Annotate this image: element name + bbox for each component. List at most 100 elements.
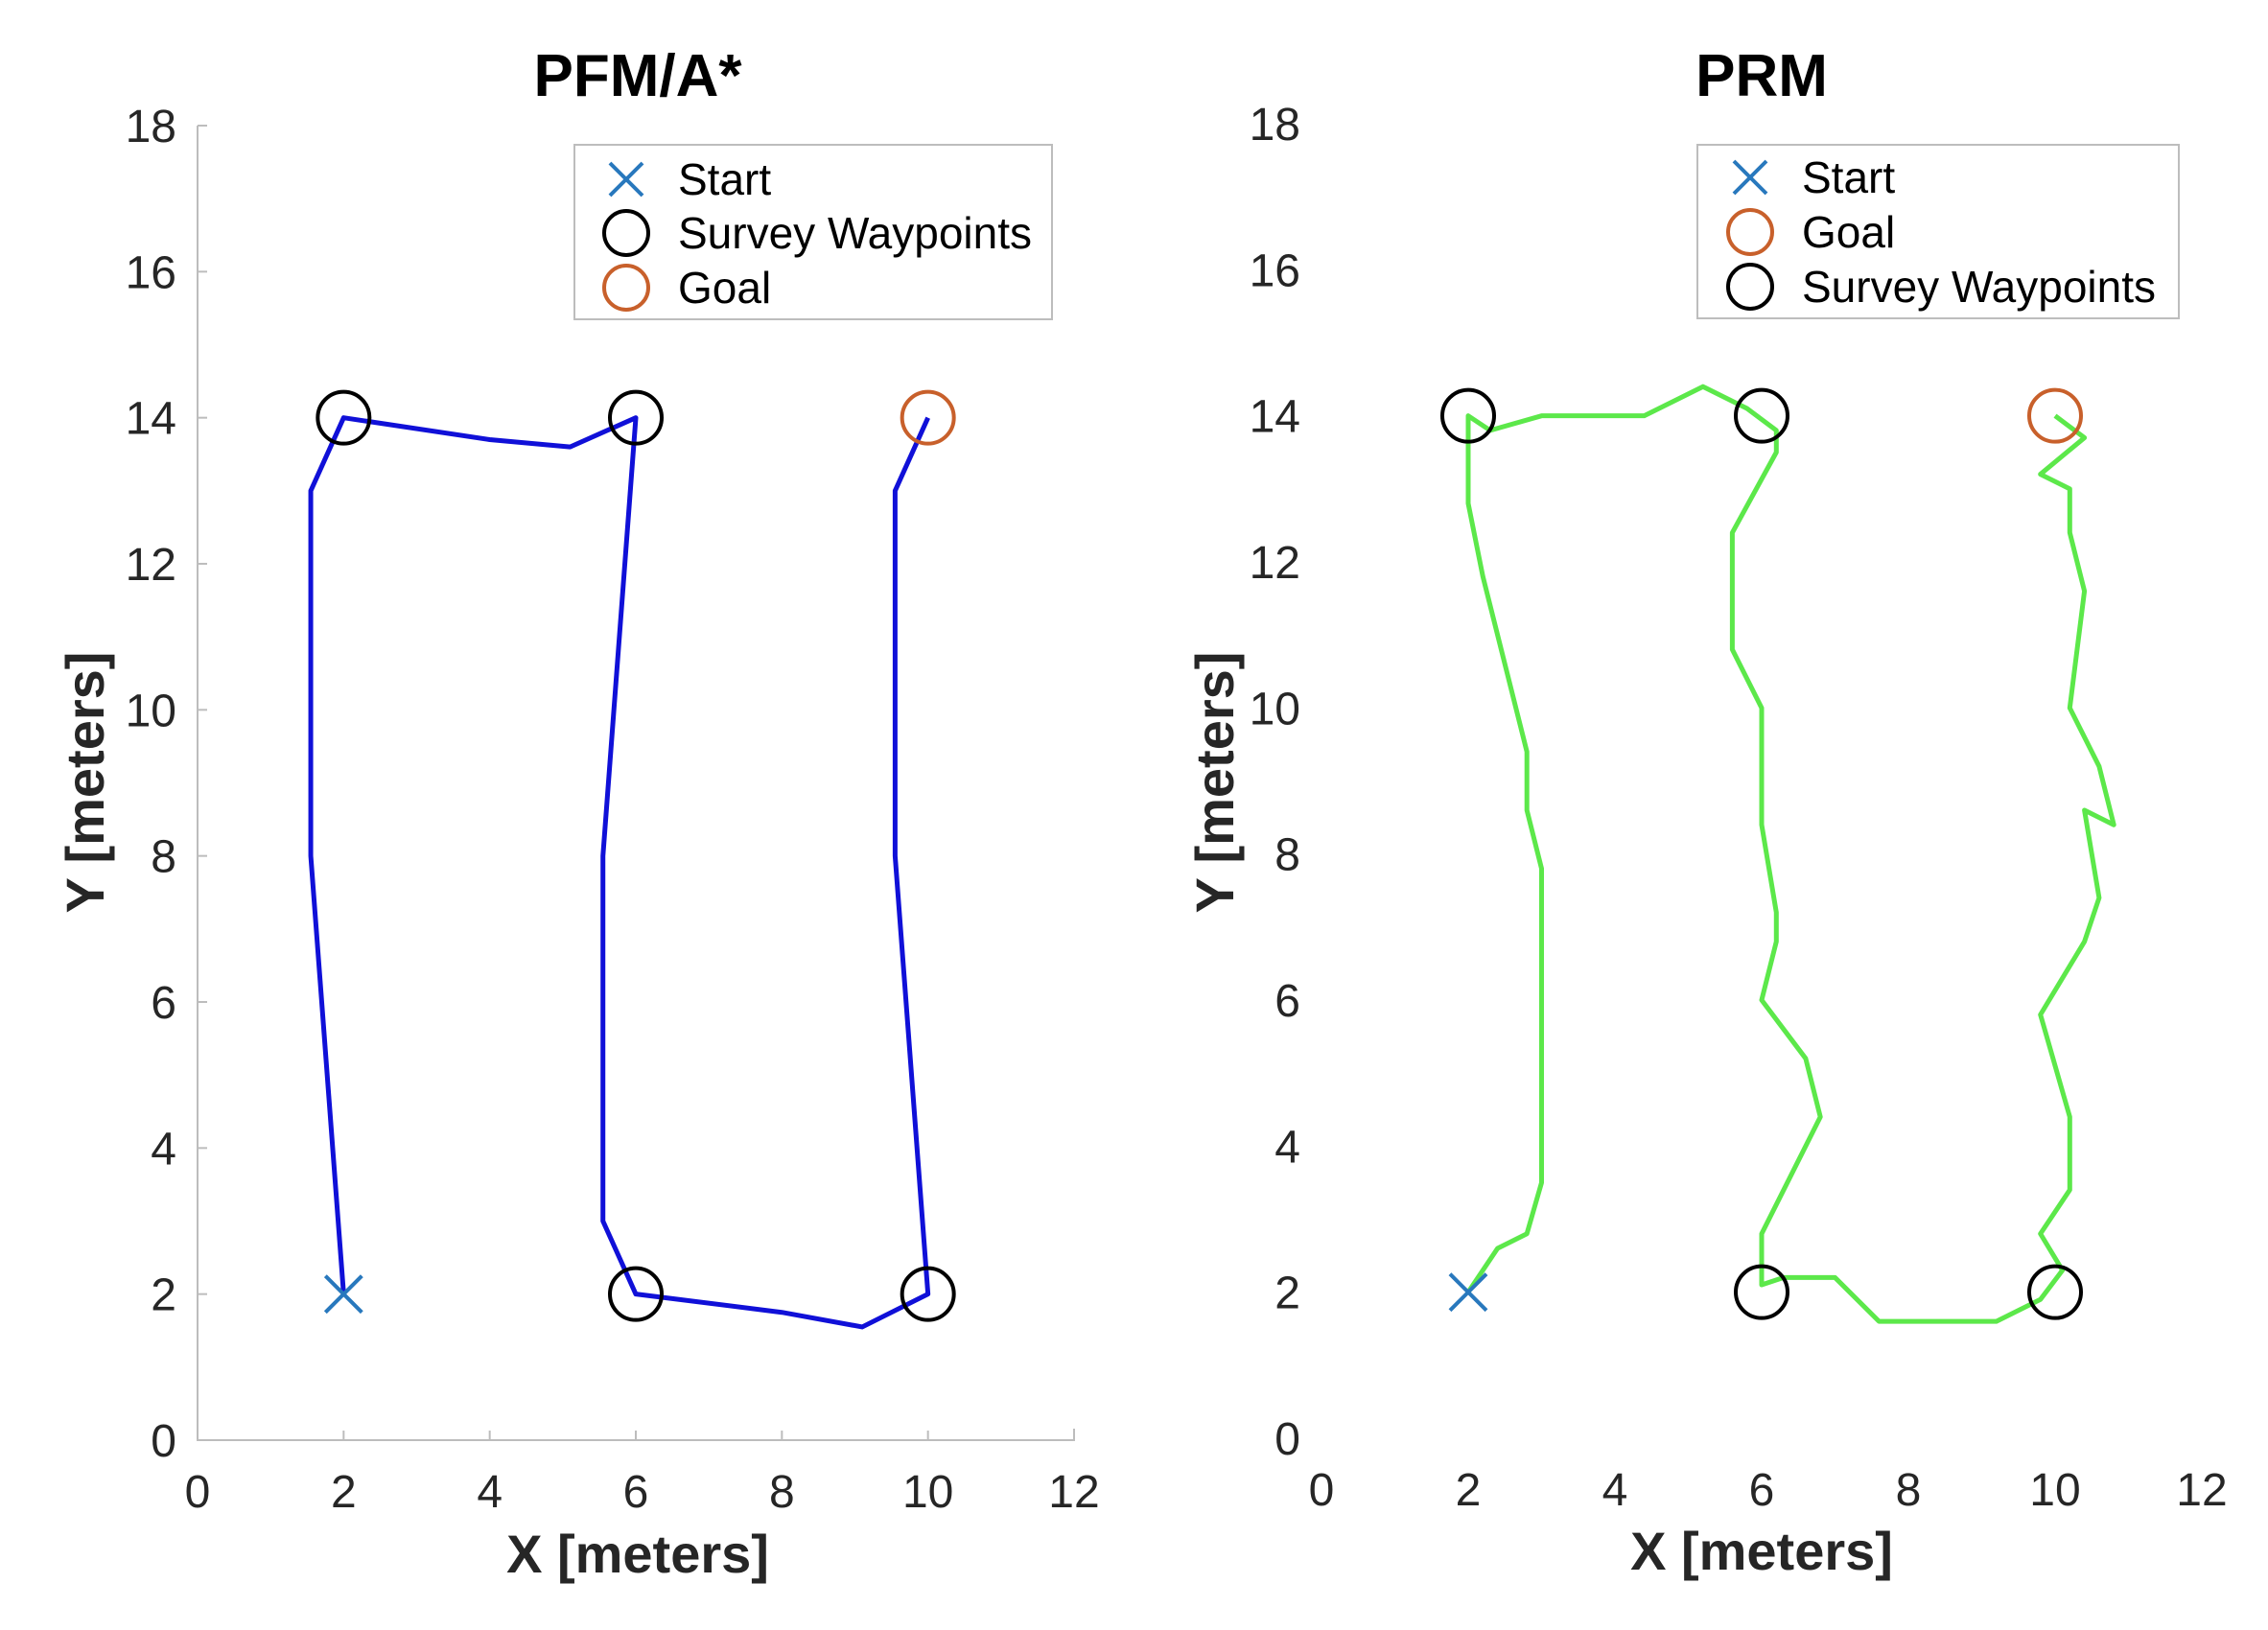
x-tick-label: 0	[185, 1467, 211, 1518]
legend-circle-glyph	[602, 264, 650, 312]
y-tick-label: 6	[1274, 976, 1300, 1027]
survey-waypoint-marker	[608, 1266, 664, 1322]
y-tick-label: 8	[1274, 830, 1300, 881]
y-tick-label: 4	[1274, 1122, 1300, 1173]
legend-x-glyph	[1732, 159, 1768, 196]
survey-waypoint-marker	[1440, 387, 1496, 444]
legend-entry-survey-waypoints: Survey Waypoints	[602, 208, 1032, 258]
legend-entry-goal: Goal	[602, 263, 771, 313]
prm-panel: PRM 0 2 4 6 8 10 12 0 2 4 6 8 10 12 14 16 18 X [meters]…	[1184, 43, 2228, 1581]
start-marker	[323, 1274, 363, 1315]
goal-marker	[2027, 387, 2083, 444]
x-tick-label: 0	[1309, 1465, 1335, 1516]
y-tick-label: 2	[151, 1270, 176, 1321]
y-tick-label: 12	[1250, 538, 1300, 589]
start-x	[323, 1274, 363, 1315]
legend-x-glyph-stroke	[608, 161, 644, 198]
x-tick-label: 8	[1896, 1465, 1922, 1516]
y-tick-label: 10	[126, 686, 176, 736]
legend: Start Survey Waypoints Goal	[573, 144, 1053, 320]
legend-label-goal: Goal	[678, 263, 771, 313]
y-tick-label: 18	[126, 102, 176, 152]
legend-entry-survey-waypoints: Survey Waypoints	[1726, 262, 2156, 312]
survey-waypoint-marker	[2027, 1264, 2083, 1320]
legend-label-survey-waypoints: Survey Waypoints	[1802, 262, 2156, 312]
legend-marker-goal	[602, 264, 650, 312]
chart-title: PFM/A*	[534, 43, 743, 109]
x-axis: 0 2 4 6 8 10 12	[1309, 1465, 2228, 1516]
planned-path-line	[308, 415, 931, 1330]
y-tick-label: 12	[126, 540, 176, 591]
x-tick-label: 4	[477, 1467, 503, 1518]
y-axis: 0 2 4 6 8 10 12 14 16 18	[1250, 100, 1300, 1465]
goal-circle	[900, 389, 956, 446]
y-tick-label: 16	[1250, 245, 1300, 296]
x-tick-label: 12	[2176, 1465, 2227, 1516]
x-tick-label: 2	[1456, 1465, 1482, 1516]
x-axis: 0 2 4 6 8 10 12	[185, 1431, 1100, 1518]
start-x-stroke	[1448, 1272, 1488, 1313]
legend-label-goal: Goal	[1802, 207, 1895, 257]
x-axis-label: X [meters]	[506, 1524, 769, 1584]
legend-box	[1696, 144, 2180, 319]
survey-waypoint-marker	[316, 389, 372, 446]
legend-label-start: Start	[678, 154, 771, 204]
survey-waypoint-marker	[1734, 1264, 1789, 1320]
x-tick-label: 10	[902, 1467, 953, 1518]
legend-marker-survey-waypoints	[602, 209, 650, 257]
y-tick-label: 2	[1274, 1269, 1300, 1319]
y-tick-label: 6	[151, 978, 176, 1029]
y-tick-label: 8	[151, 832, 176, 883]
legend-label-survey-waypoints: Survey Waypoints	[678, 208, 1032, 258]
survey-waypoint-marker	[900, 1266, 956, 1322]
y-tick-label: 14	[1250, 392, 1300, 443]
legend-marker-start	[608, 161, 644, 198]
x-axis-label: X [meters]	[1630, 1521, 1893, 1581]
x-tick-label: 12	[1048, 1467, 1099, 1518]
start-x	[1448, 1272, 1488, 1313]
goal-marker	[900, 389, 956, 446]
legend-marker-start	[1732, 159, 1768, 196]
survey-waypoint-marker	[608, 389, 664, 446]
legend-x-glyph-stroke	[1732, 159, 1768, 196]
legend-entry-goal: Goal	[1726, 207, 1895, 257]
pfm-panel: PFM/A* 0 2 4 6 8 10 12 0 2 4 6 8 10 12 14 16 18 X [mete…	[55, 43, 1100, 1584]
y-tick-label: 18	[1250, 100, 1300, 151]
x-tick-label: 2	[331, 1467, 357, 1518]
survey-waypoint-marker	[1734, 387, 1789, 444]
y-axis-label: Y [meters]	[1184, 652, 1245, 914]
survey-waypoint-markers	[316, 389, 956, 1322]
y-tick-label: 10	[1250, 684, 1300, 734]
y-tick-label: 14	[126, 394, 176, 445]
y-tick-label: 0	[1274, 1414, 1300, 1465]
legend-label-start: Start	[1802, 152, 1895, 202]
y-axis: 0 2 4 6 8 10 12 14 16 18	[126, 102, 207, 1467]
chart-title: PRM	[1695, 43, 1828, 109]
goal-circle	[2027, 387, 2083, 444]
legend-box	[573, 144, 1053, 320]
x-tick-label: 8	[769, 1467, 795, 1518]
legend-marker-survey-waypoints	[1726, 263, 1774, 311]
x-tick-label: 6	[1749, 1465, 1775, 1516]
y-tick-label: 0	[151, 1416, 176, 1467]
legend-circle-glyph	[602, 209, 650, 257]
y-axis-label: Y [meters]	[55, 652, 115, 914]
x-tick-label: 10	[2029, 1465, 2080, 1516]
legend: Start Goal Survey Waypoints	[1696, 144, 2180, 319]
legend-entry-start: Start	[608, 154, 771, 204]
start-marker	[1448, 1272, 1488, 1313]
y-tick-label: 4	[151, 1124, 176, 1175]
planned-path-line	[1465, 384, 2116, 1324]
legend-entry-start: Start	[1732, 152, 1895, 202]
survey-waypoint-markers	[1440, 387, 2083, 1320]
legend-marker-goal	[1726, 208, 1774, 256]
start-x-stroke	[323, 1274, 363, 1315]
x-tick-label: 4	[1602, 1465, 1628, 1516]
legend-circle-glyph	[1726, 208, 1774, 256]
x-tick-label: 6	[623, 1467, 649, 1518]
y-tick-label: 16	[126, 247, 176, 298]
legend-circle-glyph	[1726, 263, 1774, 311]
legend-x-glyph	[608, 161, 644, 198]
